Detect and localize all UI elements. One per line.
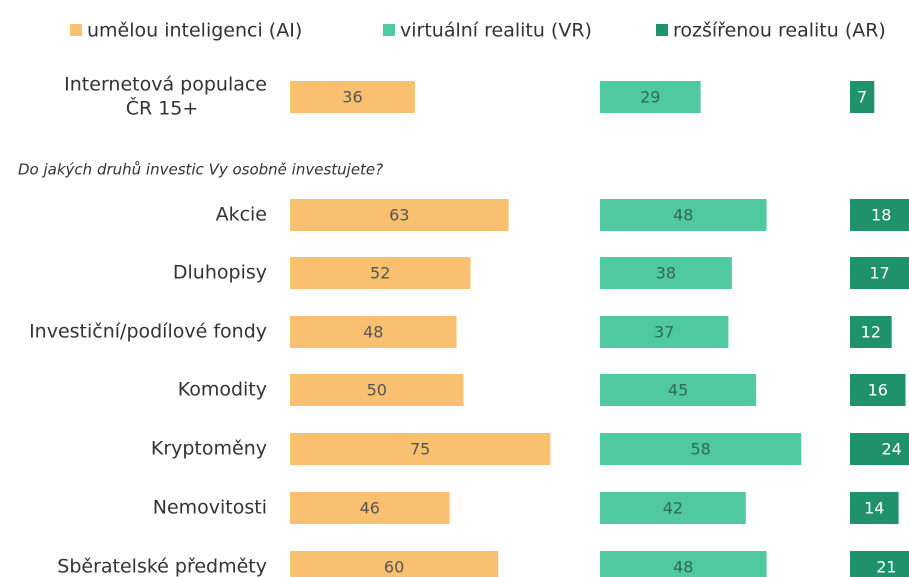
bar <box>290 316 457 348</box>
value-label: 48 <box>363 323 383 342</box>
bar <box>600 492 746 524</box>
value-label: 14 <box>864 499 884 518</box>
bar <box>850 492 899 524</box>
category-label: Komodity <box>178 379 267 401</box>
category-label: Akcie <box>216 204 267 226</box>
value-label: 48 <box>673 206 693 225</box>
value-label: 7 <box>857 88 867 107</box>
value-label: 38 <box>656 264 676 283</box>
value-label: 45 <box>668 381 688 400</box>
category-label: Internetová populace <box>64 74 267 96</box>
category-label: Investiční/podílové fondy <box>29 321 267 343</box>
value-label: 24 <box>881 440 901 459</box>
bar <box>850 551 909 577</box>
legend-swatch <box>383 24 395 36</box>
value-label: 36 <box>342 88 362 107</box>
bar <box>290 551 499 577</box>
value-label: 17 <box>869 264 889 283</box>
bar <box>290 433 551 465</box>
value-label: 58 <box>690 440 710 459</box>
category-label: Nemovitosti <box>153 497 267 519</box>
bar <box>290 374 464 406</box>
legend-label: virtuální realitu (VR) <box>400 20 592 42</box>
bar <box>290 492 450 524</box>
value-label: 12 <box>861 323 881 342</box>
legend-label: rozšířenou realitu (AR) <box>673 20 886 42</box>
bar <box>290 199 509 231</box>
bar <box>600 374 757 406</box>
value-label: 52 <box>370 264 390 283</box>
value-label: 16 <box>868 381 888 400</box>
category-label: Sběratelské předměty <box>57 556 267 577</box>
bar <box>290 257 471 289</box>
bar <box>850 316 892 348</box>
category-label: Dluhopisy <box>173 262 267 284</box>
bar <box>850 374 906 406</box>
legend-swatch <box>656 24 668 36</box>
value-label: 48 <box>673 558 693 577</box>
value-label: 75 <box>410 440 430 459</box>
value-label: 60 <box>384 558 404 577</box>
category-label: Kryptoměny <box>151 438 267 460</box>
bar <box>600 199 767 231</box>
annotation: Do jakých druhů investic Vy osobně inves… <box>18 161 383 179</box>
bar <box>850 433 909 465</box>
bar <box>600 433 802 465</box>
bar <box>600 551 767 577</box>
bar <box>600 257 732 289</box>
legend-swatch <box>70 24 82 36</box>
value-label: 42 <box>663 499 683 518</box>
value-label: 37 <box>654 323 674 342</box>
bar <box>850 81 875 113</box>
legend-label: umělou inteligenci (AI) <box>87 20 302 42</box>
bar <box>600 316 729 348</box>
bar <box>850 257 909 289</box>
category-label: ČR 15+ <box>126 96 199 120</box>
value-label: 29 <box>640 88 660 107</box>
value-label: 50 <box>367 381 387 400</box>
bar <box>600 81 701 113</box>
value-label: 63 <box>389 206 409 225</box>
value-label: 18 <box>871 206 891 225</box>
value-label: 21 <box>876 558 896 577</box>
bar <box>850 199 909 231</box>
bar <box>290 81 415 113</box>
value-label: 46 <box>360 499 380 518</box>
